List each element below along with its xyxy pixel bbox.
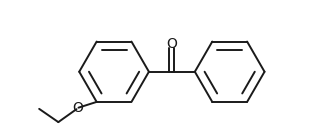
Text: O: O [166,37,177,51]
Text: O: O [72,101,83,115]
